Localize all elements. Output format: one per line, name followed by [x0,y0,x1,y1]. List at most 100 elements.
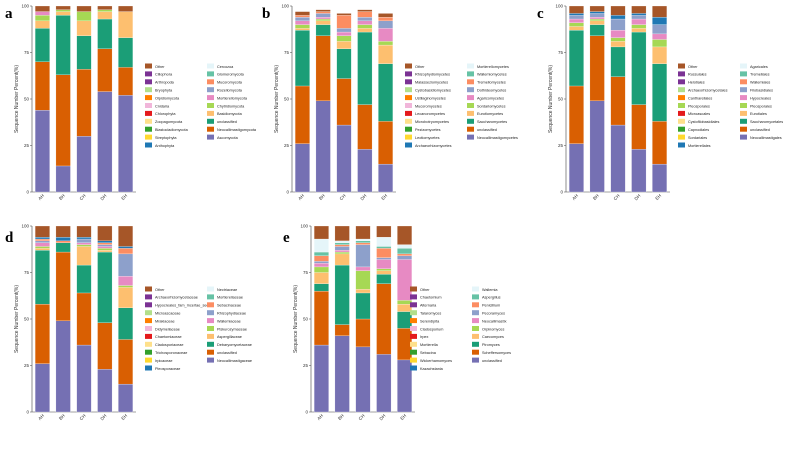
bar-segment [97,11,113,20]
bar-segment [294,28,310,31]
y-tick-label: 100 [281,4,289,9]
bar-segment [76,225,92,238]
bar-segment [589,5,605,12]
bar-segment [631,15,647,20]
x-tick-label: BH [592,193,600,201]
bar-segment [118,225,134,247]
legend-swatch [467,71,474,77]
legend-label: Wallemia [482,288,498,292]
panel-label: d [5,230,14,246]
bar-segment [313,283,329,292]
bar-segment [589,100,605,193]
legend-swatch [740,110,747,116]
legend-label: Penicillium [482,304,500,308]
legend: Other Archaeorhizomycetaceae Hypocreales_f… [145,286,252,371]
legend-label: Bryophyta [155,89,173,93]
bar-segment [652,63,668,122]
legend-swatch [678,118,685,124]
bar-segment [34,246,50,249]
legend-label: Debaryomycetaceae [217,343,252,347]
legend-label: Hypocreales [750,96,771,100]
legend-label: Piromyces [482,343,500,347]
legend-swatch [740,79,747,85]
bar-segment [97,322,113,370]
legend-label: Neocallimastigales [750,136,782,140]
legend-swatch [410,349,417,355]
bar-segment [397,328,413,361]
legend-swatch [472,349,479,355]
bar-segment [118,339,134,385]
bar-segment [118,253,134,277]
y-tick-label: 25 [284,143,290,148]
bar-segment [336,41,352,49]
legend-label: unclassified [477,128,497,132]
legend-label: Mortierellomycota [217,96,248,100]
legend-label: Helotiales [688,81,705,85]
bar-segment [76,292,92,346]
bar-segment [378,121,394,165]
y-tick-label: 75 [558,50,564,55]
legend-label: Caecomyces [482,335,504,339]
x-tick-label: CH [79,193,87,201]
bar-segment [315,35,331,101]
y-tick-label: 50 [24,97,30,102]
bar-segment [610,76,626,126]
legend-label: unclassified [750,128,770,132]
bar-segment [118,248,134,255]
legend-label: Malasseziomycetes [415,81,448,85]
bar-segment [652,163,668,193]
x-tick-label: CH [613,193,621,201]
bar-segment [376,354,392,413]
legend-label: Irpex [420,335,429,339]
legend-swatch [207,294,214,300]
bar-segment [313,225,329,240]
bar-segment [315,9,331,12]
legend-swatch [207,63,214,69]
bar-segment [336,31,352,36]
bar-segment [355,266,371,271]
bar-segment [568,26,584,31]
bar-segment [76,244,92,247]
bar-segment [97,246,113,249]
bar-segment [313,251,329,256]
x-tick-label: CH [358,413,366,421]
legend-label: Cystofilobasidiales [688,120,720,124]
legend-swatch [472,310,479,316]
legend-label: Rozellomycota [217,89,243,93]
legend-label: Pleosporales [750,104,772,108]
y-tick-label: 75 [24,50,30,55]
bar-segment [376,274,392,284]
y-tick-label: 100 [21,224,29,229]
legend-swatch [678,71,685,77]
legend-swatch [467,87,474,93]
legend-label: Pecoramyces [482,312,505,316]
bar-segment [568,18,584,23]
legend-label: Tremellomycetes [477,81,506,85]
bar-segment [315,100,331,193]
x-tick-label: EH [380,193,388,201]
bar-segment [97,225,113,242]
bar-segment [313,261,329,264]
x-tick-label: CH [339,193,347,201]
y-tick-label: 0 [305,410,308,415]
bar-segment [610,5,626,16]
bar-segment [76,35,92,70]
legend-swatch [467,110,474,116]
bar-segment [652,121,668,165]
x-tick-label: DH [633,193,641,201]
legend-swatch [472,294,479,300]
bar-segment [315,20,331,25]
legend-label: Cladosporiaceae [155,343,184,347]
legend-label: Ascomycota [217,136,239,140]
bar-segment [568,22,584,27]
legend-swatch [207,357,214,363]
bar-segment [357,9,373,12]
legend-swatch [472,326,479,331]
bar-segment [397,311,413,329]
bar-segment [294,85,310,144]
bar-segment [315,13,331,18]
legend-label: Other [688,65,698,69]
legend-swatch [207,87,214,93]
bar-segment [355,292,371,320]
bar-segment [334,335,350,413]
